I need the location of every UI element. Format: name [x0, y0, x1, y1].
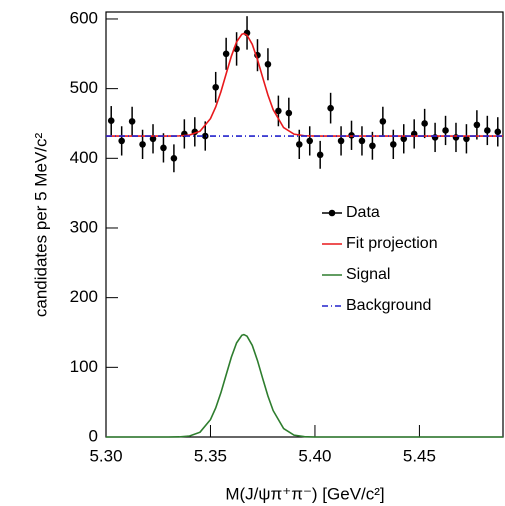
- data-point: [107, 117, 115, 124]
- legend-label: Fit projection: [346, 235, 438, 252]
- x-tick-label: 5.35: [194, 446, 227, 465]
- curve: [106, 333, 503, 438]
- y-tick-label: 300: [70, 217, 98, 236]
- x-tick-label: 5.30: [89, 446, 122, 465]
- data-point: [452, 134, 460, 141]
- data-point: [484, 127, 491, 134]
- y-tick-label: 200: [70, 287, 98, 306]
- data-point: [421, 120, 428, 127]
- plot-frame: [105, 11, 504, 438]
- data-point: [275, 107, 282, 115]
- y-tick-label: 600: [70, 8, 98, 27]
- data-point: [285, 109, 293, 117]
- data-point: [170, 155, 178, 162]
- legend-label: Data: [346, 204, 380, 221]
- data-point: [494, 128, 502, 136]
- data-point: [264, 60, 272, 68]
- y-tick-label: 400: [70, 148, 98, 167]
- data-point: [212, 83, 219, 91]
- legend-swatch: [328, 209, 336, 217]
- data-point: [379, 118, 387, 125]
- y-axis-label: candidates per 5 MeV/c²: [31, 133, 50, 318]
- data-point: [222, 50, 230, 58]
- data-point: [201, 132, 209, 140]
- y-tick-label: 500: [70, 78, 98, 97]
- data-point: [128, 118, 136, 125]
- data-point: [400, 135, 408, 143]
- data-point: [358, 137, 366, 145]
- data-point: [118, 137, 125, 145]
- data-point: [390, 141, 397, 148]
- data-point: [473, 121, 481, 129]
- data-point: [327, 104, 334, 112]
- x-tick-label: 5.45: [403, 446, 436, 465]
- curve: [106, 32, 503, 137]
- data-point: [337, 137, 345, 145]
- data-point: [149, 135, 157, 143]
- legend-label: Background: [346, 297, 431, 314]
- data-point: [306, 137, 314, 145]
- x-tick-label: 5.40: [298, 446, 331, 465]
- data-point: [139, 141, 146, 148]
- legend-label: Signal: [346, 266, 390, 283]
- data-point: [295, 141, 303, 148]
- x-axis-label: M(J/ψπ⁺π⁻) [GeV/c²]: [225, 484, 384, 503]
- data-point: [431, 134, 439, 141]
- y-tick-label: 100: [70, 357, 98, 376]
- data-point: [316, 151, 324, 159]
- data-point: [463, 135, 470, 143]
- data-point: [369, 142, 376, 150]
- data-point: [442, 127, 449, 134]
- y-tick-label: 0: [89, 426, 98, 445]
- data-point: [160, 144, 167, 152]
